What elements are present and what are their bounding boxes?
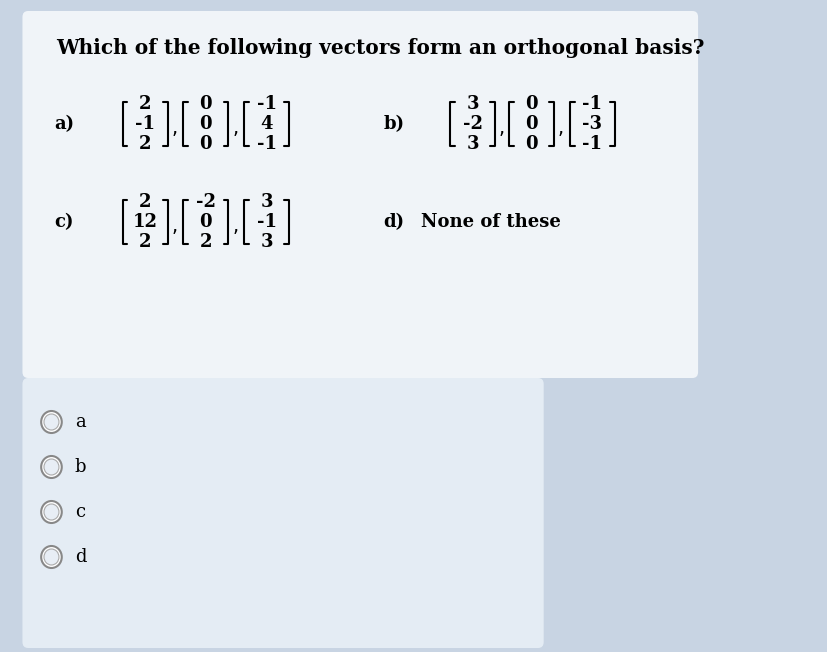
Circle shape xyxy=(44,504,59,520)
Circle shape xyxy=(41,546,62,568)
Circle shape xyxy=(41,456,62,478)
Text: 2: 2 xyxy=(199,233,212,251)
Text: ,: , xyxy=(171,218,177,237)
Text: d): d) xyxy=(383,213,404,231)
Text: -1: -1 xyxy=(256,135,276,153)
Text: ,: , xyxy=(232,218,238,237)
Text: -1: -1 xyxy=(256,213,276,231)
Text: 2: 2 xyxy=(139,95,151,113)
Text: -3: -3 xyxy=(581,115,601,133)
Text: 0: 0 xyxy=(199,135,212,153)
Text: -1: -1 xyxy=(581,95,601,113)
Text: 2: 2 xyxy=(139,233,151,251)
Text: ,: , xyxy=(557,119,563,138)
Circle shape xyxy=(41,501,62,523)
Text: -1: -1 xyxy=(581,135,601,153)
Text: None of these: None of these xyxy=(421,213,561,231)
Text: 3: 3 xyxy=(261,193,273,211)
Text: 0: 0 xyxy=(524,135,538,153)
Text: a: a xyxy=(74,413,85,431)
Text: ,: , xyxy=(171,119,177,138)
Text: ,: , xyxy=(232,119,238,138)
Circle shape xyxy=(44,549,59,565)
Text: -1: -1 xyxy=(256,95,276,113)
Text: 12: 12 xyxy=(132,213,157,231)
Text: 0: 0 xyxy=(199,213,212,231)
Text: 3: 3 xyxy=(261,233,273,251)
FancyBboxPatch shape xyxy=(22,11,697,378)
Circle shape xyxy=(44,414,59,430)
FancyBboxPatch shape xyxy=(22,378,543,648)
Text: b): b) xyxy=(383,115,404,133)
Text: 4: 4 xyxy=(261,115,273,133)
Text: -1: -1 xyxy=(135,115,155,133)
Text: 3: 3 xyxy=(466,95,478,113)
Text: -2: -2 xyxy=(196,193,216,211)
Text: c): c) xyxy=(55,213,74,231)
Circle shape xyxy=(44,459,59,475)
Text: 3: 3 xyxy=(466,135,478,153)
Text: 2: 2 xyxy=(139,135,151,153)
Text: 0: 0 xyxy=(524,115,538,133)
Text: 0: 0 xyxy=(524,95,538,113)
Text: -2: -2 xyxy=(462,115,482,133)
Text: a): a) xyxy=(55,115,74,133)
Text: ,: , xyxy=(498,119,504,138)
Text: 0: 0 xyxy=(199,95,212,113)
Text: 0: 0 xyxy=(199,115,212,133)
Circle shape xyxy=(41,411,62,433)
Text: c: c xyxy=(74,503,85,521)
Text: Which of the following vectors form an orthogonal basis?: Which of the following vectors form an o… xyxy=(56,38,704,58)
Text: d: d xyxy=(74,548,86,566)
Text: b: b xyxy=(74,458,86,476)
Text: 2: 2 xyxy=(139,193,151,211)
